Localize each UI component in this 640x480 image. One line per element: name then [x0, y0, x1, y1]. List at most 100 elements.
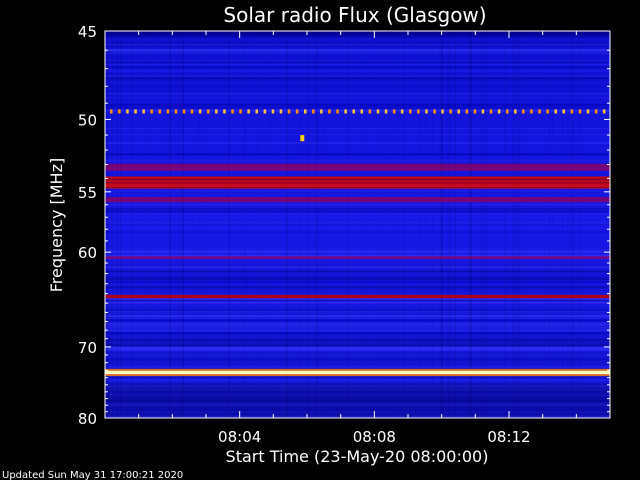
band-dash	[562, 109, 565, 114]
noise-streak	[105, 275, 610, 277]
noise-streak	[105, 388, 610, 391]
band-dash	[594, 109, 598, 114]
band-dash	[118, 109, 121, 114]
noise-streak	[105, 303, 610, 306]
band-dash	[190, 109, 194, 114]
noise-streak	[105, 223, 610, 225]
band-dash	[295, 109, 299, 114]
band-spot	[300, 135, 305, 142]
noise-streak	[105, 188, 610, 190]
noise-streak	[105, 107, 610, 109]
band-dash	[497, 109, 501, 114]
noise-column	[552, 31, 554, 418]
noise-streak	[105, 160, 610, 163]
emission-bands	[105, 31, 610, 377]
band-dash	[110, 109, 113, 114]
noise-column	[573, 31, 574, 418]
noise-streak	[105, 415, 610, 418]
band-dash	[255, 109, 258, 114]
noise-streak	[105, 299, 610, 302]
noise-streak	[105, 302, 610, 304]
chart-title: Solar radio Flux (Glasgow)	[223, 3, 486, 27]
noise-streak	[105, 191, 610, 192]
band-dash	[215, 109, 218, 114]
band-dash	[279, 109, 283, 114]
noise-column	[470, 31, 472, 418]
band-dash	[578, 109, 582, 114]
band-texture	[105, 177, 610, 179]
band	[105, 163, 610, 171]
noise-column	[116, 31, 119, 418]
band-dash	[602, 109, 606, 114]
band-texture	[105, 185, 610, 187]
noise-column	[518, 31, 521, 418]
band-dash	[368, 109, 372, 114]
noise-streak	[105, 341, 610, 343]
noise-column	[170, 31, 171, 418]
noise-streak	[105, 276, 610, 279]
band-dash	[360, 109, 363, 114]
y-tick-label: 80	[78, 410, 97, 428]
noise-column	[425, 31, 427, 418]
noise-column	[120, 31, 122, 418]
band-dash	[465, 109, 469, 114]
noise-column	[562, 31, 564, 418]
noise-streak	[105, 358, 610, 361]
band-dash	[263, 109, 267, 114]
noise-streak	[105, 107, 610, 109]
noise-column	[448, 31, 451, 418]
noise-column	[203, 31, 205, 418]
noise-streak	[105, 385, 610, 388]
noise-streak	[105, 298, 610, 300]
noise-streak	[105, 394, 610, 397]
noise-column	[245, 31, 247, 418]
noise-column	[347, 31, 349, 418]
band-texture	[105, 184, 610, 186]
band-dash	[231, 109, 234, 114]
noise-streak	[105, 405, 610, 407]
band-dash	[384, 109, 388, 114]
noise-streak	[105, 210, 610, 213]
noise-streak	[105, 378, 610, 382]
noise-streak	[105, 42, 610, 45]
noise-streak	[105, 92, 610, 95]
noise-column	[397, 31, 399, 418]
noise-streak	[105, 246, 610, 248]
noise-column	[404, 31, 405, 418]
noise-streak	[105, 312, 610, 315]
noise-column	[107, 31, 109, 418]
band-dash	[449, 109, 452, 114]
noise-column	[228, 31, 229, 418]
x-axis-label: Start Time (23-May-20 08:00:00)	[226, 447, 489, 466]
noise-column	[300, 31, 302, 418]
noise-column	[515, 31, 517, 418]
noise-streak	[105, 325, 610, 327]
band-dash	[239, 109, 242, 114]
noise-streak	[105, 400, 610, 402]
noise-streak	[105, 66, 610, 69]
x-tick-label: 08:08	[353, 428, 396, 446]
noise-streak	[105, 221, 610, 224]
noise-streak	[105, 388, 610, 391]
y-tick-label: 50	[78, 111, 97, 129]
noise-streak	[105, 142, 610, 144]
noise-column	[287, 31, 289, 418]
noise-streak	[105, 346, 610, 349]
band-dash	[304, 109, 307, 114]
noise-streak	[105, 338, 610, 342]
noise-streak	[105, 367, 610, 370]
noise-column	[548, 31, 551, 418]
noise-streak	[105, 288, 610, 290]
noise-column	[228, 31, 231, 418]
band-dash	[425, 109, 428, 114]
noise-streak	[105, 273, 610, 275]
noise-streak	[105, 238, 610, 240]
band-dash	[441, 109, 444, 114]
noise-streak	[105, 208, 610, 211]
noise-streak	[105, 329, 610, 332]
noise-column	[244, 31, 245, 418]
band-dash	[223, 109, 226, 114]
band-texture	[105, 181, 610, 183]
updated-timestamp: Updated Sun May 31 17:00:21 2020	[2, 470, 183, 480]
noise-column	[571, 31, 573, 418]
